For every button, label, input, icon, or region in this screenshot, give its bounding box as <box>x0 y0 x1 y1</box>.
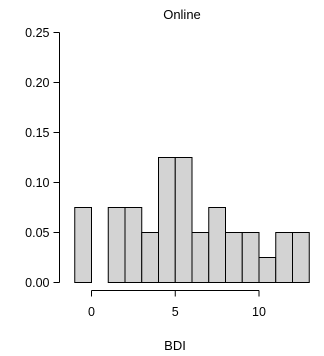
histogram-bar-12 <box>292 232 310 283</box>
y-tick-label: 0.20 <box>25 76 49 90</box>
bars <box>74 157 310 283</box>
x-axis-label: BDI <box>164 338 186 353</box>
histogram-bar-5 <box>174 157 193 283</box>
x-tick-label: 0 <box>88 305 95 319</box>
x-tick-label: 10 <box>252 305 266 319</box>
x-axis: 0 5 10 <box>88 290 266 319</box>
histogram-bar-11 <box>275 232 293 283</box>
histogram-bar-1 <box>107 207 126 283</box>
histogram-bar-2 <box>124 207 143 283</box>
histogram-bar-3 <box>141 232 159 283</box>
histogram-bar-8 <box>225 232 243 283</box>
y-tick-label: 0.10 <box>25 176 49 190</box>
y-tick-label: 0.15 <box>25 126 49 140</box>
y-tick-label: 0.00 <box>25 276 49 290</box>
y-tick-label: 0.25 <box>25 26 49 40</box>
histogram-bar-7 <box>208 207 226 283</box>
histogram-bar-0 <box>74 207 92 283</box>
histogram-bar-9 <box>241 232 260 283</box>
chart-title: Online <box>163 7 201 22</box>
y-axis: 0.00 0.05 0.10 0.15 0.20 0.25 <box>25 26 60 290</box>
x-tick-label: 5 <box>172 305 179 319</box>
histogram-bar-6 <box>191 232 210 283</box>
y-tick-label: 0.05 <box>25 226 49 240</box>
histogram-bar-10 <box>258 257 277 283</box>
histogram-bar-4 <box>158 157 176 283</box>
